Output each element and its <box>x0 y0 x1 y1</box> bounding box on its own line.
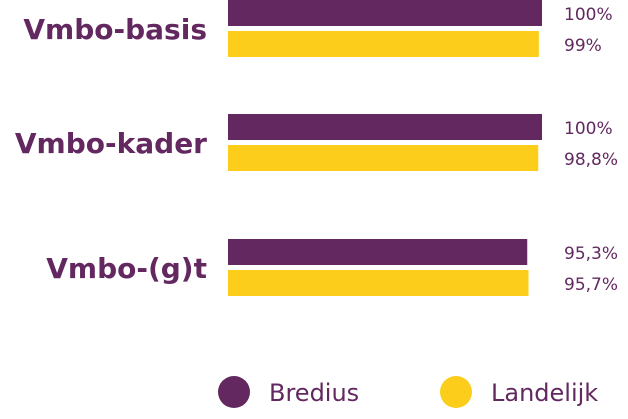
bar-bredius <box>228 114 542 140</box>
bar-landelijk <box>228 145 539 171</box>
data-label: 95,7% <box>564 275 618 295</box>
bar-landelijk <box>228 270 529 296</box>
category-label: Vmbo-(g)t <box>46 252 207 285</box>
legend-marker-landelijk <box>440 376 472 408</box>
data-label: 99% <box>564 36 602 56</box>
category-label: Vmbo-basis <box>23 13 207 46</box>
legend-label: Bredius <box>269 379 359 407</box>
bar-bredius <box>228 239 528 265</box>
legend-marker-bredius <box>218 376 250 408</box>
data-label: 95,3% <box>564 244 618 264</box>
legend-label: Landelijk <box>491 379 598 407</box>
data-label: 100% <box>564 5 613 25</box>
category-label: Vmbo-kader <box>15 127 207 160</box>
data-label: 100% <box>564 119 613 139</box>
bar-landelijk <box>228 31 539 57</box>
data-label: 98,8% <box>564 150 618 170</box>
bar-bredius <box>228 0 542 26</box>
